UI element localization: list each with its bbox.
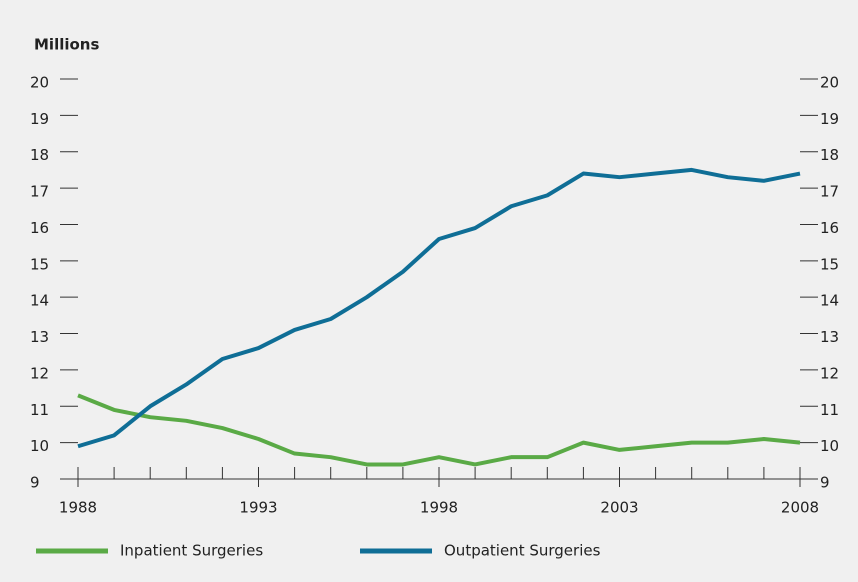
y-tick-label: 14 bbox=[30, 292, 49, 310]
series-line bbox=[77, 167, 801, 449]
y-tick-label: 11 bbox=[30, 401, 49, 419]
x-tick-label: 1988 bbox=[59, 499, 97, 517]
x-tick-label: 1993 bbox=[239, 499, 277, 517]
y-tick-label: 18 bbox=[30, 146, 49, 164]
y-tick-label: 12 bbox=[30, 364, 49, 382]
y-tick-label: 19 bbox=[30, 110, 49, 128]
y2-tick-label: 18 bbox=[820, 146, 839, 164]
y-tick-label: 9 bbox=[30, 474, 40, 492]
y2-tick-label: 15 bbox=[820, 255, 839, 273]
y2-tick-label: 10 bbox=[820, 437, 839, 455]
y-tick-label: 15 bbox=[30, 255, 49, 273]
y2-tick-label: 11 bbox=[820, 401, 839, 419]
y2-tick-label: 13 bbox=[820, 328, 839, 346]
legend-label: Inpatient Surgeries bbox=[120, 542, 263, 560]
y2-tick-label: 20 bbox=[820, 74, 839, 92]
y2-tick-label: 19 bbox=[820, 110, 839, 128]
y2-tick-label: 14 bbox=[820, 292, 839, 310]
series-line bbox=[77, 393, 801, 467]
y-tick-label: 10 bbox=[30, 437, 49, 455]
legend-label: Outpatient Surgeries bbox=[444, 542, 601, 560]
axis-title: Millions bbox=[34, 36, 99, 54]
x-tick-label: 2003 bbox=[600, 499, 638, 517]
y2-tick-label: 16 bbox=[820, 219, 839, 237]
y2-tick-label: 12 bbox=[820, 364, 839, 382]
y-tick-label: 17 bbox=[30, 183, 49, 201]
y2-tick-label: 9 bbox=[820, 474, 830, 492]
y2-tick-label: 17 bbox=[820, 183, 839, 201]
x-tick-label: 1998 bbox=[420, 499, 458, 517]
y-tick-label: 20 bbox=[30, 74, 49, 92]
y-tick-label: 16 bbox=[30, 219, 49, 237]
x-tick-label: 2008 bbox=[781, 499, 819, 517]
y-tick-label: 13 bbox=[30, 328, 49, 346]
